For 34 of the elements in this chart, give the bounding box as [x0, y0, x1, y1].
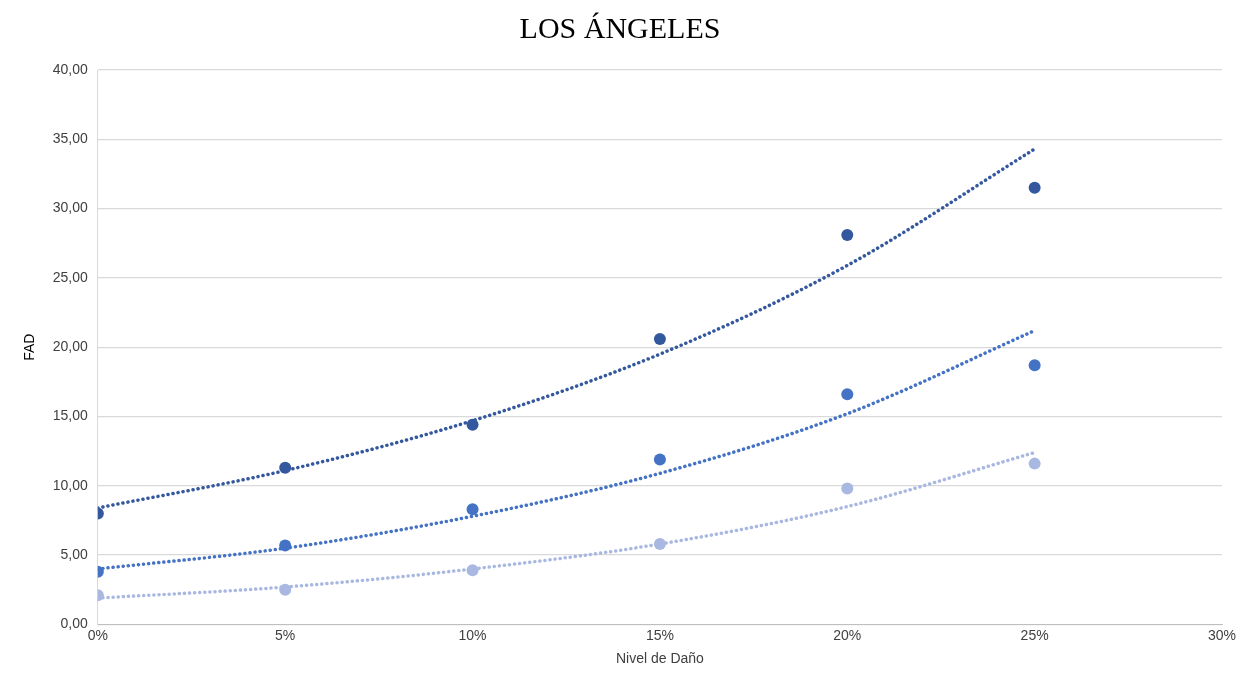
x-axis-title: Nivel de Daño — [615, 650, 705, 667]
point — [653, 332, 666, 345]
y-tick-label: 10,00 — [52, 476, 89, 493]
point — [279, 461, 292, 474]
y-tick-label: 20,00 — [52, 338, 89, 355]
x-tick-label: 10% — [458, 626, 487, 643]
y-tick-label: 0,00 — [60, 615, 89, 632]
y-tick-label: 35,00 — [52, 130, 89, 147]
x-tick-label: 15% — [645, 626, 674, 643]
point — [466, 418, 479, 431]
y-tick-label: 40,00 — [52, 60, 89, 77]
point — [841, 388, 854, 401]
point — [653, 453, 666, 466]
y-tick-label: 15,00 — [52, 407, 89, 424]
point — [466, 503, 479, 516]
point — [1028, 181, 1041, 194]
x-tick-label: 30% — [1207, 626, 1237, 643]
point — [466, 564, 479, 577]
x-tick-label: 20% — [833, 626, 862, 643]
y-tick-label: 5,00 — [60, 545, 89, 562]
point — [1028, 457, 1041, 470]
point — [279, 583, 292, 596]
point — [841, 228, 854, 241]
point — [653, 538, 666, 551]
y-tick-label: 30,00 — [52, 199, 89, 216]
y-axis-title: FAD — [21, 333, 38, 361]
x-tick-label: 25% — [1020, 626, 1049, 643]
y-tick-label: 25,00 — [52, 268, 89, 285]
x-tick-label: 0% — [87, 626, 108, 643]
point — [841, 482, 854, 495]
point — [279, 539, 292, 552]
chart-title: LOS ÁNGELES — [519, 10, 721, 44]
point — [1028, 359, 1041, 372]
x-tick-label: 5% — [275, 626, 296, 643]
